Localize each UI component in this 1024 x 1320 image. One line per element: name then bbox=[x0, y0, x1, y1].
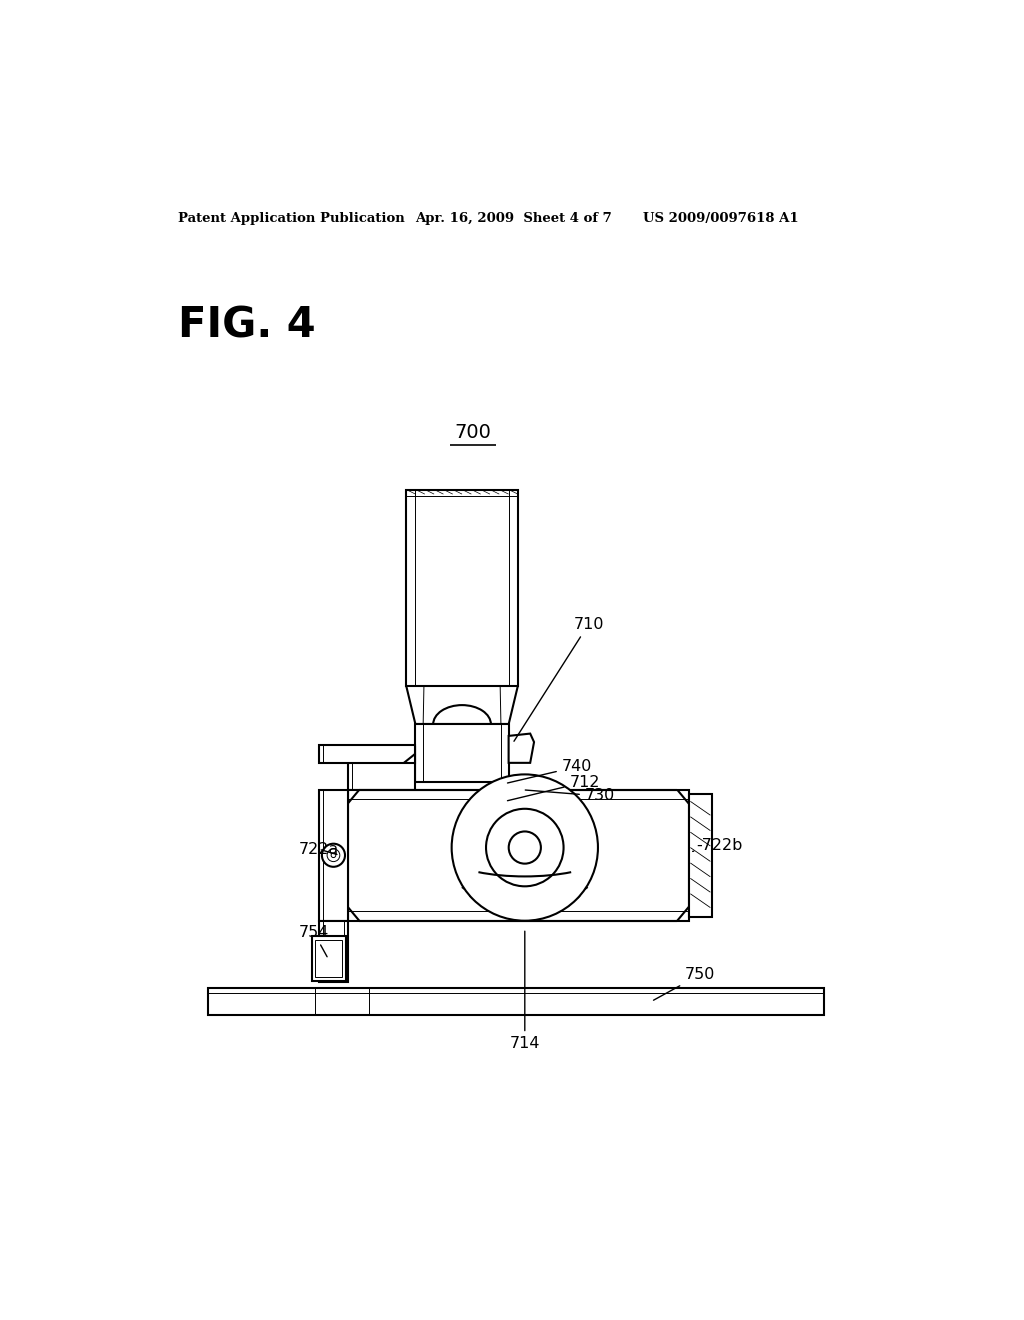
Text: 700: 700 bbox=[455, 422, 492, 442]
Text: 714: 714 bbox=[510, 931, 540, 1051]
Bar bbox=[416, 725, 509, 781]
Circle shape bbox=[327, 849, 340, 862]
Text: Patent Application Publication: Patent Application Publication bbox=[178, 213, 406, 224]
Text: 722a: 722a bbox=[298, 842, 339, 857]
Text: 750: 750 bbox=[653, 968, 716, 1001]
Text: 730: 730 bbox=[525, 788, 615, 804]
Circle shape bbox=[322, 843, 345, 867]
Text: Apr. 16, 2009  Sheet 4 of 7: Apr. 16, 2009 Sheet 4 of 7 bbox=[416, 213, 612, 224]
Circle shape bbox=[331, 853, 336, 858]
Circle shape bbox=[452, 775, 598, 921]
Bar bbox=[689, 793, 712, 917]
Text: 712: 712 bbox=[508, 775, 600, 801]
Bar bbox=[311, 936, 346, 981]
Text: US 2009/0097618 A1: US 2009/0097618 A1 bbox=[643, 213, 799, 224]
Bar bbox=[319, 921, 348, 982]
Text: -722b: -722b bbox=[692, 838, 742, 853]
Polygon shape bbox=[509, 734, 535, 763]
Text: 740: 740 bbox=[508, 759, 592, 783]
Bar bbox=[208, 989, 823, 1015]
Circle shape bbox=[509, 832, 541, 863]
Bar bbox=[348, 789, 689, 921]
Text: 710: 710 bbox=[514, 616, 604, 742]
Bar bbox=[315, 940, 342, 977]
Bar bbox=[407, 490, 518, 686]
Bar bbox=[319, 789, 348, 921]
Bar bbox=[319, 744, 416, 763]
Circle shape bbox=[486, 809, 563, 886]
Text: FIG. 4: FIG. 4 bbox=[178, 305, 316, 347]
Bar bbox=[348, 747, 416, 789]
Text: 754: 754 bbox=[298, 925, 329, 957]
